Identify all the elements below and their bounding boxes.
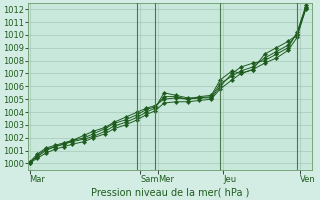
X-axis label: Pression niveau de la mer( hPa ): Pression niveau de la mer( hPa ) bbox=[91, 187, 249, 197]
